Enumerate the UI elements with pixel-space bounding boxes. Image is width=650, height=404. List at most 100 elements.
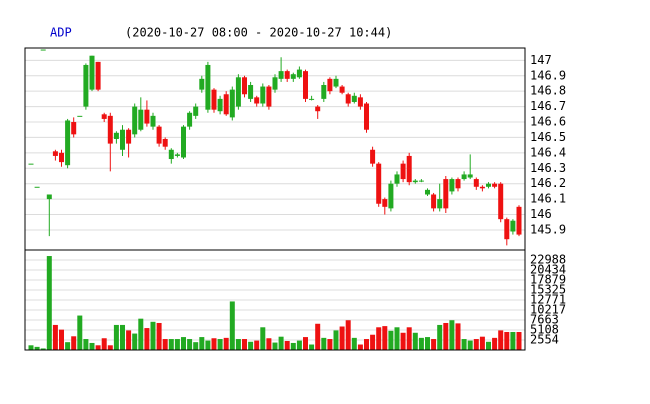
- candle-body: [150, 115, 156, 127]
- volume-bar: [168, 339, 174, 350]
- volume-tick-label: 7663: [530, 312, 559, 326]
- candle-body: [65, 120, 71, 166]
- volume-bar: [254, 340, 260, 350]
- volume-bar: [89, 342, 95, 350]
- y-tick-label: 146.7: [530, 99, 566, 113]
- volume-bar: [504, 331, 510, 350]
- marks: [28, 49, 522, 350]
- candle-body: [254, 97, 260, 104]
- candle-body: [309, 98, 315, 100]
- volume-bar: [199, 337, 205, 350]
- volume-bar: [120, 324, 125, 350]
- volume-bar: [46, 256, 52, 350]
- candle-body: [126, 129, 132, 144]
- candle-body: [449, 179, 455, 192]
- candle-body: [156, 126, 162, 144]
- volume-bar: [437, 324, 443, 350]
- candle-body: [425, 189, 430, 195]
- volume-bar: [315, 323, 321, 350]
- candle-body: [321, 85, 327, 99]
- y-tick-label: 146.4: [530, 145, 566, 159]
- candle-body: [492, 183, 498, 187]
- volume-bar: [345, 320, 351, 350]
- volume-bar: [205, 340, 211, 350]
- volume-tick-label: 2554: [530, 333, 559, 347]
- volume-bar: [107, 345, 113, 350]
- candle-body: [46, 194, 52, 200]
- candle-body: [205, 64, 211, 110]
- candle-body: [412, 180, 418, 183]
- candle-body: [284, 71, 290, 79]
- volume-bar: [449, 320, 455, 350]
- volume-bar: [376, 327, 382, 350]
- y-tick-label: 146.9: [530, 68, 566, 82]
- volume-tick-label: 12771: [530, 292, 566, 306]
- volume-bar: [113, 324, 119, 350]
- volume-tick-label: 22988: [530, 252, 566, 266]
- volume-bar: [364, 339, 369, 350]
- volume-bar: [486, 341, 491, 350]
- candle-body: [260, 86, 266, 104]
- candle-body: [461, 174, 467, 180]
- volume-bar: [431, 339, 437, 350]
- volume-bar: [510, 331, 516, 350]
- candle-body: [290, 74, 296, 79]
- candle-body: [345, 94, 351, 104]
- volume-bar: [223, 337, 229, 350]
- candle-body: [211, 89, 217, 110]
- volume-bar: [321, 337, 327, 350]
- volume-bar: [357, 344, 363, 350]
- candle-body: [229, 89, 235, 118]
- volume-bar: [71, 336, 77, 350]
- volume-bar: [303, 337, 308, 350]
- candle-body: [138, 109, 144, 130]
- candle-body: [77, 115, 83, 117]
- candle-body: [242, 77, 247, 95]
- volume-bar: [412, 332, 418, 350]
- y-tick-label: 146.2: [530, 176, 566, 190]
- candle-body: [95, 61, 101, 90]
- candle-body: [467, 174, 473, 178]
- candle-body: [418, 180, 424, 182]
- candle-body: [351, 95, 357, 102]
- volume-bar: [83, 339, 89, 350]
- candle-body: [199, 78, 205, 90]
- y-tick-label: 146.1: [530, 192, 566, 206]
- volume-bar: [309, 344, 315, 350]
- candle-body: [486, 183, 491, 187]
- volume-bar: [418, 337, 424, 350]
- candle-body: [113, 132, 119, 139]
- volume-bar: [174, 339, 180, 350]
- volume-bar: [467, 340, 473, 350]
- volume-bar: [339, 326, 345, 350]
- volume-bar: [138, 318, 144, 350]
- candle-body: [266, 86, 272, 107]
- volume-bar: [242, 339, 247, 350]
- candle-body: [235, 77, 241, 107]
- volume-bar: [455, 323, 461, 350]
- candle-body: [510, 220, 516, 232]
- candle-body: [40, 49, 46, 51]
- candle-body: [174, 154, 180, 156]
- candle-body: [187, 112, 193, 127]
- volume-bar: [34, 346, 40, 350]
- candle-body: [101, 114, 107, 119]
- candle-body: [504, 219, 510, 240]
- volume-bar: [156, 322, 162, 350]
- candle-body: [217, 98, 223, 112]
- volume-tick-label: 15325: [530, 282, 566, 296]
- volume-bar: [351, 337, 357, 350]
- volume-bar: [187, 339, 193, 350]
- y-tick-label: 146: [530, 207, 552, 221]
- volume-bar: [498, 330, 504, 350]
- volume-bar: [95, 345, 101, 350]
- volume-bar: [406, 327, 412, 350]
- candle-body: [431, 194, 437, 209]
- candle-body: [120, 129, 125, 150]
- candle-body: [52, 151, 58, 156]
- volume-bar: [65, 342, 71, 350]
- chart-subtitle: (2020-10-27 08:00 - 2020-10-27 10:44): [125, 26, 392, 40]
- candle-body: [59, 152, 64, 163]
- volume-bar: [144, 328, 150, 350]
